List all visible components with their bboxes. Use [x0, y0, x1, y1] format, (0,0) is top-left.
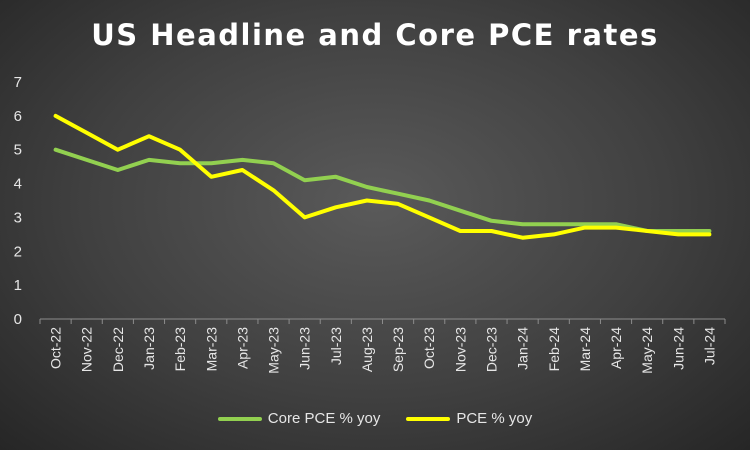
- x-tick-label: May-24: [639, 327, 655, 374]
- x-tick-label: Feb-23: [172, 327, 188, 372]
- series-line-1: [53, 113, 712, 240]
- x-tick-label: Dec-22: [110, 327, 126, 372]
- legend-label-core-pce: Core PCE % yoy: [267, 410, 381, 427]
- x-tick-label: Sep-23: [390, 327, 406, 372]
- legend-item-pce: PCE % yoy: [406, 410, 532, 427]
- y-tick-label: 0: [14, 311, 22, 328]
- y-tick-label: 6: [14, 108, 22, 125]
- legend-label-pce: PCE % yoy: [456, 410, 533, 427]
- y-tick-label: 2: [14, 243, 22, 260]
- x-tick-label: Jan-23: [141, 327, 157, 370]
- x-tick-label: Mar-24: [577, 327, 593, 372]
- x-tick-label: Oct-23: [421, 327, 437, 369]
- y-tick-label: 1: [14, 277, 22, 294]
- x-tick-label: Nov-23: [452, 327, 468, 372]
- x-tick-label: Apr-23: [234, 327, 250, 369]
- x-tick-label: Dec-23: [483, 327, 499, 372]
- y-tick-label: 5: [14, 142, 22, 159]
- x-tick-label: Jun-24: [670, 327, 686, 370]
- x-tick-label: Jan-24: [515, 327, 531, 370]
- legend-item-core-pce: Core PCE % yoy: [217, 410, 381, 427]
- x-tick-label: Jun-23: [297, 327, 313, 370]
- legend: Core PCE % yoy PCE % yoy: [0, 410, 750, 427]
- x-tick-label: Oct-22: [48, 327, 64, 369]
- x-tick-label: May-23: [266, 327, 282, 374]
- x-tick-label: Jul-24: [701, 327, 717, 365]
- series-line-0: [53, 147, 712, 233]
- y-tick-label: 7: [14, 74, 22, 91]
- y-tick-label: 4: [14, 176, 22, 193]
- x-tick-label: Nov-22: [79, 327, 95, 372]
- y-tick-label: 3: [14, 209, 22, 226]
- x-tick-label: Feb-24: [546, 327, 562, 372]
- chart-title: US Headline and Core PCE rates: [91, 18, 659, 52]
- x-tick-label: Apr-24: [608, 327, 624, 369]
- x-tick-label: Mar-23: [203, 327, 219, 372]
- x-tick-label: Aug-23: [359, 327, 375, 372]
- legend-swatch-pce: [406, 416, 451, 421]
- x-tick-label: Jul-23: [328, 327, 344, 365]
- legend-swatch-core-pce: [217, 416, 262, 421]
